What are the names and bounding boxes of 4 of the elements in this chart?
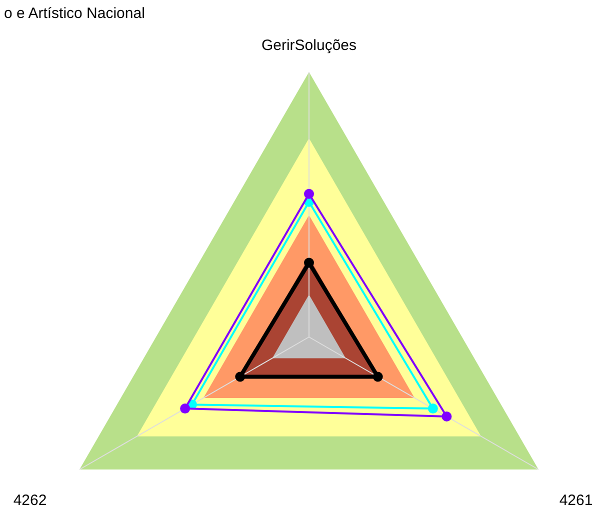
chart-title: o e Artístico Nacional bbox=[4, 5, 145, 22]
spoke-label: GerirSoluções bbox=[261, 37, 357, 54]
spoke-label: 4262 bbox=[13, 492, 47, 509]
spoke-label: 4261 bbox=[559, 492, 593, 509]
